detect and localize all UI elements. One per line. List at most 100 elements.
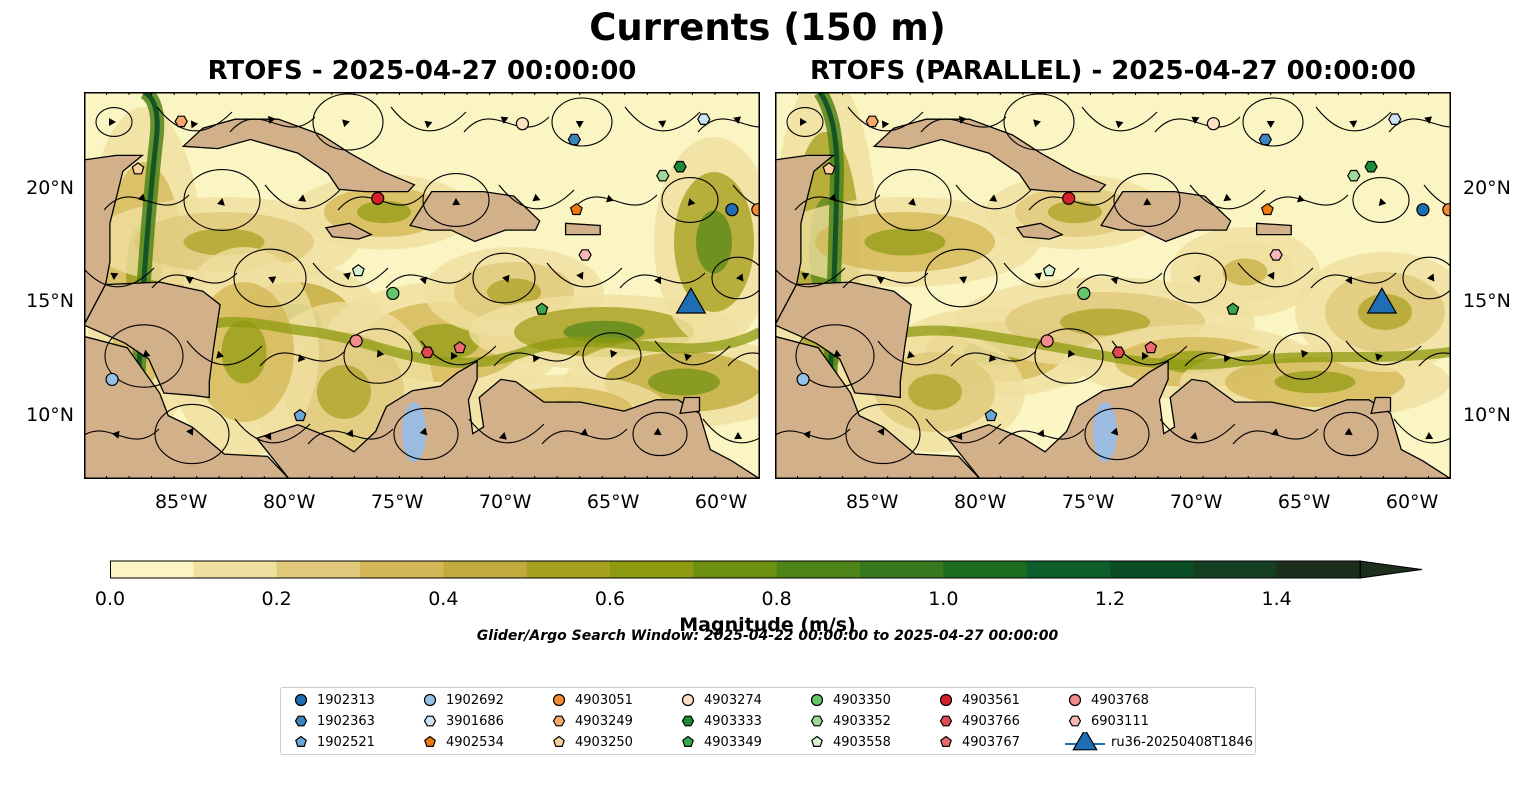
- legend-marker: [681, 693, 695, 707]
- legend-item-ru36-20250408T1846: ru36-20250408T1846: [1065, 732, 1253, 752]
- colorbar-segment: [1276, 561, 1361, 578]
- float-marker-4903051: [751, 203, 760, 217]
- legend-label: 1902363: [317, 713, 375, 729]
- legend-item-1902692: 1902692: [420, 690, 504, 710]
- float-marker-4903274: [1206, 117, 1221, 131]
- legend-marker: [681, 715, 695, 727]
- legend-label: 4903250: [575, 734, 633, 750]
- x-tick-label: 75°W: [1061, 491, 1115, 513]
- x-tick-label: 65°W: [586, 491, 640, 513]
- legend-marker: [811, 735, 823, 747]
- float-marker-4903349: [535, 302, 549, 315]
- legend-marker: [1072, 732, 1098, 751]
- y-tick-label: 20°N: [26, 177, 74, 200]
- legend-label: 1902313: [317, 692, 375, 708]
- float-marker-4903333: [1364, 160, 1378, 173]
- float-marker-4903250: [131, 162, 145, 175]
- legend-marker: [423, 715, 437, 727]
- colorbar-segment: [1110, 561, 1194, 578]
- legend-marker: [423, 693, 437, 707]
- x-tick-label: 60°W: [694, 491, 748, 513]
- x-tick-label: 85°W: [154, 491, 208, 513]
- float-marker-4903766: [1111, 346, 1126, 359]
- x-tick-label: 80°W: [953, 491, 1007, 513]
- legend-item-1902313: 1902313: [291, 690, 375, 710]
- float-marker-4903249: [174, 115, 188, 128]
- float-marker-4903274: [515, 117, 530, 131]
- colorbar-segment: [776, 561, 861, 578]
- colorbar: [110, 560, 1423, 579]
- float-marker-1902521: [293, 408, 307, 422]
- legend-label: 4903350: [833, 692, 891, 708]
- panel-title-left: RTOFS - 2025-04-27 00:00:00: [207, 56, 637, 86]
- float-marker-4902534: [569, 202, 583, 216]
- legend-item-4903561: 4903561: [936, 690, 1020, 710]
- legend-item-4903767: 4903767: [936, 732, 1020, 752]
- colorbar-tick-label: 0.2: [261, 588, 292, 610]
- legend-marker: [810, 715, 824, 727]
- colorbar-tick-label: 1.0: [928, 588, 959, 610]
- legend-label: 4903766: [962, 713, 1020, 729]
- float-marker-4903767: [453, 340, 467, 354]
- float-marker-ru36-20250408T1846: [1366, 286, 1398, 314]
- legend-item-4903333: 4903333: [678, 711, 762, 731]
- legend-marker: [553, 735, 565, 747]
- float-marker-4903352: [656, 169, 670, 182]
- legend-marker: [1068, 715, 1082, 727]
- colorbar-segment: [943, 561, 1028, 578]
- float-marker-3901686: [697, 113, 711, 125]
- legend-label: ru36-20250408T1846: [1111, 734, 1254, 750]
- legend-item-4903768: 4903768: [1065, 690, 1149, 710]
- float-marker-4903766: [420, 346, 435, 359]
- float-marker-4903350: [1077, 286, 1091, 301]
- float-marker-4903051: [1442, 203, 1451, 217]
- float-marker-1902521: [984, 408, 998, 422]
- float-marker-4903352: [1347, 169, 1361, 182]
- legend: 1902313 1902363 1902521 1902692 3901686 49025…: [280, 687, 1256, 755]
- legend-label: 4903768: [1091, 692, 1149, 708]
- float-marker-4903350: [386, 286, 400, 301]
- legend-item-4903051: 4903051: [549, 690, 633, 710]
- figure-title: Currents (150 m): [589, 6, 946, 49]
- legend-label: 1902521: [317, 734, 375, 750]
- legend-label: 4903051: [575, 692, 633, 708]
- x-tick-label: 80°W: [262, 491, 316, 513]
- float-marker-1902313: [1416, 203, 1430, 217]
- colorbar-segment: [276, 561, 361, 578]
- legend-label: 4902534: [446, 734, 504, 750]
- float-marker-4903561: [371, 191, 385, 205]
- float-marker-1902692: [105, 372, 119, 387]
- legend-marker: [939, 693, 953, 707]
- legend-marker: [424, 735, 436, 747]
- legend-label: 4903561: [962, 692, 1020, 708]
- legend-item-1902363: 1902363: [291, 711, 375, 731]
- legend-item-4903349: 4903349: [678, 732, 762, 752]
- legend-label: 4903274: [704, 692, 762, 708]
- legend-label: 4903558: [833, 734, 891, 750]
- colorbar-tick-label: 0.4: [428, 588, 459, 610]
- legend-item-4903766: 4903766: [936, 711, 1020, 731]
- legend-marker: [294, 693, 308, 707]
- colorbar-segment: [443, 561, 528, 578]
- legend-marker: [810, 693, 824, 707]
- y-tick-label: 20°N: [1463, 177, 1511, 200]
- float-marker-3901686: [1388, 113, 1402, 125]
- y-tick-label: 10°N: [1463, 403, 1511, 426]
- legend-label: 4903352: [833, 713, 891, 729]
- float-marker-4902534: [1260, 202, 1274, 216]
- colorbar-tick-label: 0.0: [94, 588, 126, 610]
- float-marker-1902363: [567, 133, 581, 146]
- x-tick-label: 85°W: [845, 491, 899, 513]
- legend-marker: [1068, 693, 1082, 707]
- float-marker-4903767: [1144, 340, 1158, 354]
- colorbar-segment: [526, 561, 611, 578]
- float-marker-4903768: [1040, 334, 1054, 348]
- colorbar-tick-label: 1.2: [1094, 588, 1126, 610]
- legend-label: 4903767: [962, 734, 1020, 750]
- legend-marker: [295, 735, 307, 747]
- legend-marker: [552, 693, 566, 707]
- legend-item-4903350: 4903350: [807, 690, 891, 710]
- colorbar-tick-label: 0.6: [594, 588, 626, 610]
- panel-title-right: RTOFS (PARALLEL) - 2025-04-27 00:00:00: [810, 56, 1416, 86]
- colorbar-segment: [1026, 561, 1111, 578]
